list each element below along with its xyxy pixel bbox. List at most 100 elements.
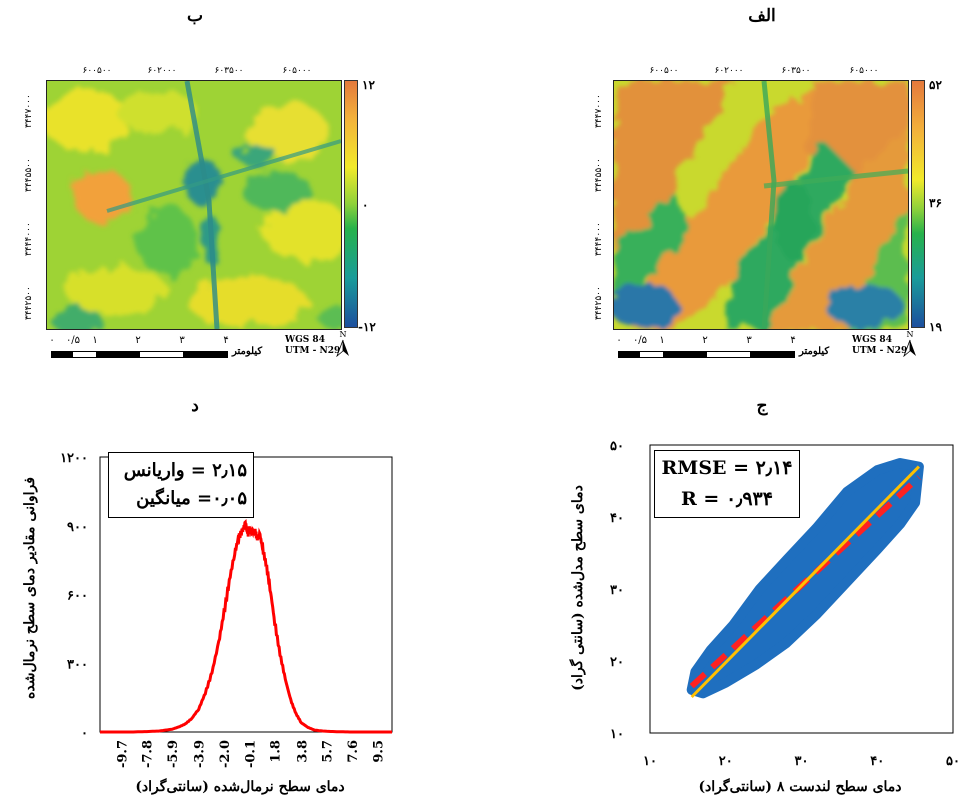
map-panel-b: ۶۰۰۵۰۰ ۶۰۲۰۰۰ ۶۰۳۵۰۰ ۶۰۵۰۰۰ ۳۴۴۷۰۰۰ ۳۴۴۵… [0,0,400,380]
map-top-tick: ۶۰۰۵۰۰ [649,66,679,76]
scatter-stats-box: RMSE = ۲٫۱۴ R = ۰٫۹۳۴ [654,450,800,518]
colorbar [344,80,358,328]
scale-label: ۴ [790,335,796,346]
land-surface-temperature-map [613,80,909,330]
scale-label: ۰ [616,335,622,346]
x-tick-label: -3.9 [193,740,208,768]
x-tick-label: -5.9 [166,740,181,768]
y-axis-title: فراوانی مقادیر دمای سطح نرمال‌شده [22,477,38,699]
map-top-tick: ۶۰۵۰۰۰ [849,66,879,76]
map-left-tick: ۳۴۴۵۵۰۰ [594,158,604,192]
scale-unit: کیلومتر [232,346,263,357]
y-tick-label: ۱۰ [610,727,624,742]
map-panel-alef: ۶۰۰۵۰۰ ۶۰۲۰۰۰ ۶۰۳۵۰۰ ۶۰۵۰۰۰ ۳۴۴۷۰۰۰ ۳۴۴۵… [567,0,962,380]
x-axis-title: دمای سطح نرمال‌شده (سانتی‌گراد) [135,779,345,795]
variance-label: ۲٫۱۵ = واریانس [123,460,247,481]
map-datum: WGS 84 UTM - N29 [852,335,907,357]
map-top-tick: ۶۰۲۰۰۰ [714,66,744,76]
scale-label: ۴ [223,335,229,346]
y-tick-label: ۲۰ [610,655,624,670]
colorbar-mid-label: ۰ [362,198,369,212]
map-left-tick: ۳۴۴۷۰۰۰ [24,94,34,128]
panel-title-alef: الف [748,6,776,26]
x-tick-label: ۵۰ [946,754,960,769]
y-tick-label: ۶۰۰ [67,589,88,604]
panel-title-jim: ج [756,396,768,416]
map-top-tick: ۶۰۰۵۰۰ [82,66,112,76]
map-left-tick: ۳۴۴۴۰۰۰ [24,222,34,256]
map-top-tick: ۶۰۲۰۰۰ [147,66,177,76]
north-label: N [906,330,914,339]
projection-text: UTM - N29 [285,346,341,356]
scale-label: ۲ [702,335,708,346]
map-left-tick: ۳۴۴۴۰۰۰ [594,222,604,256]
scatter-chart: ۱۰ ۲۰ ۳۰ ۴۰ ۵۰ ۱۰ ۲۰ ۳۰ ۴۰ ۵۰ [610,439,960,769]
north-arrow-icon [903,339,916,358]
scale-label: ۳ [179,335,185,346]
x-tick-label: 7.6 [346,740,361,763]
x-tick-label: ۴۰ [870,754,884,769]
x-tick-label: 1.8 [269,740,284,763]
datum-text: WGS 84 [285,335,325,345]
mean-label: ۰٫۰۵= میانگین [136,488,247,509]
rmse-label: RMSE = ۲٫۱۴ [661,457,793,479]
north-arrow: N [336,330,350,359]
x-tick-label: -9.7 [115,740,130,768]
one-to-one-line [690,465,920,699]
y-tick-label: ۵۰ [610,439,624,454]
scale-label: ۰ [49,335,55,346]
y-axis-title: دمای سطح مدل‌شده (سانتی گراد) [570,485,586,691]
x-tick-label: -2.0 [218,740,233,768]
x-tick-label: ۱۰ [643,754,657,769]
panel-title-dal: د [191,396,199,416]
colorbar-max-label: ۱۲ [362,78,375,92]
scale-label: ۰/۵ [632,335,648,346]
plot-frame [649,444,954,734]
map-datum: WGS 84 UTM - N29 [285,335,340,357]
colorbar-min-label: ۱۹ [929,320,942,334]
x-tick-label: -0.1 [243,740,258,768]
scale-label: ۲ [135,335,141,346]
x-tick-label: 9.5 [371,740,386,763]
north-arrow-icon [336,339,349,358]
histogram-chart: ۰ ۳۰۰ ۶۰۰ ۹۰۰ ۱۲۰۰ -9.7 -7.8 -5.9 -3.9 -2.0 -0.1 1… [60,451,393,768]
y-tick-label: ۹۰۰ [67,520,88,535]
y-tick-label: ۳۰۰ [67,657,88,672]
frequency-series-line [100,518,392,734]
x-tick-label: -7.8 [141,740,156,768]
r-label: R = ۰٫۹۳۴ [681,488,773,510]
x-tick-label: 5.7 [321,740,336,763]
scale-bar [618,351,795,358]
scale-label: ۰/۵ [65,335,81,346]
map-left-tick: ۳۴۴۵۵۰۰ [24,158,34,192]
colorbar-min-label: -۱۲ [358,320,376,334]
map-top-tick: ۶۰۵۰۰۰ [282,66,312,76]
scale-label: ۱ [92,335,98,346]
histogram-stats-box: ۲٫۱۵ = واریانس ۰٫۰۵= میانگین [108,452,254,518]
colorbar-mid-label: ۳۶ [929,196,942,210]
y-tick-label: ۱۲۰۰ [60,451,88,466]
y-tick-label: ۳۰ [610,583,624,598]
map-left-tick: ۳۴۴۲۵۰۰ [24,286,34,320]
colorbar [911,80,925,328]
x-axis-title: دمای سطح لندست ۸ (سانتی‌گراد) [698,779,902,795]
scale-label: ۳ [746,335,752,346]
x-tick-label: ۳۰ [795,754,809,769]
scale-unit: کیلومتر [799,346,830,357]
north-label: N [339,330,347,339]
colorbar-max-label: ۵۲ [929,78,942,92]
y-tick-label: ۴۰ [610,511,624,526]
panel-title-b: ب [186,6,203,26]
x-tick-label: ۲۰ [719,754,733,769]
x-tick-label: 3.8 [295,740,310,763]
map-left-tick: ۳۴۴۷۰۰۰ [594,94,604,128]
north-arrow: N [903,330,917,359]
map-left-tick: ۳۴۴۲۵۰۰ [594,286,604,320]
scale-label: ۱ [659,335,665,346]
scale-bar [51,351,228,358]
temperature-difference-map [46,80,342,330]
map-top-tick: ۶۰۳۵۰۰ [214,66,244,76]
y-tick-label: ۰ [81,726,88,741]
map-top-tick: ۶۰۳۵۰۰ [781,66,811,76]
projection-text: UTM - N29 [852,346,908,356]
